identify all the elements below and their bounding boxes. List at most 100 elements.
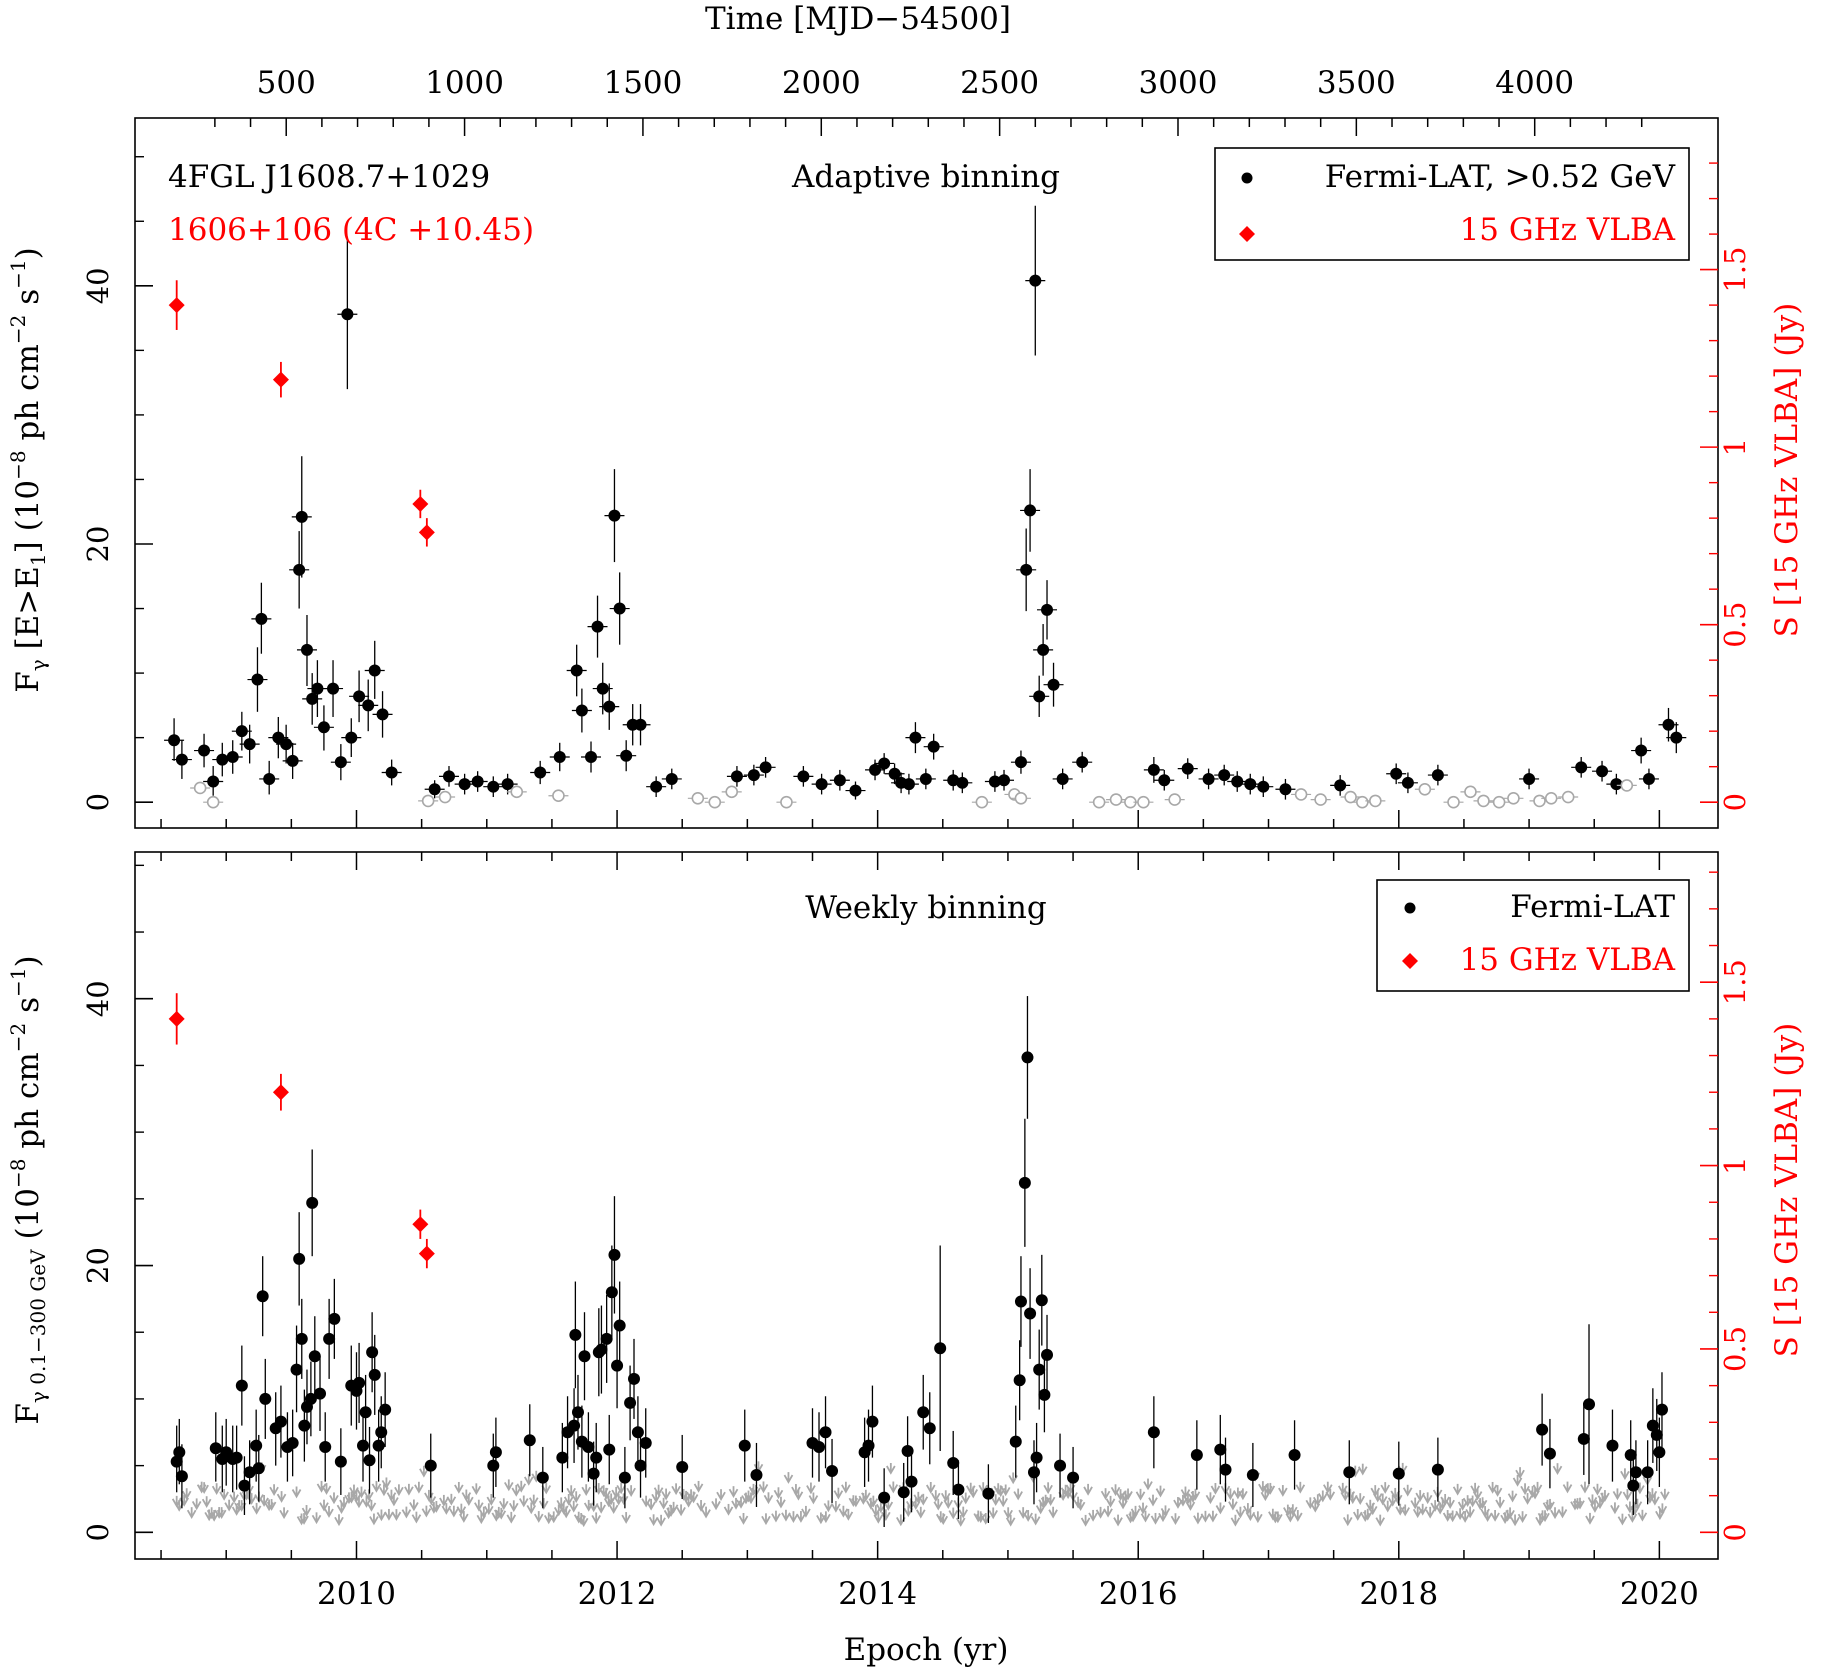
upper-limit-arrowhead (693, 1483, 704, 1493)
fermi-lat-point (306, 1196, 319, 1209)
fermi-lat-point (1627, 1479, 1640, 1492)
fermi-lat-point (286, 1436, 299, 1449)
upper-limit-arrowhead (1532, 1484, 1543, 1494)
upper-limit-arrowhead (683, 1498, 694, 1508)
upper-limit-arrowhead (421, 1508, 432, 1518)
upper-limit-arrowhead (1362, 1511, 1373, 1521)
upper-limit-arrowhead (611, 1489, 621, 1499)
fermi-lat-point (274, 1415, 287, 1428)
right-y-tick-label: 0.5 (1718, 602, 1752, 648)
upper-limit-arrowhead (1210, 1485, 1221, 1495)
upper-limit-arrowhead (1545, 1501, 1555, 1511)
fermi-lat-point (582, 1440, 595, 1453)
mjd-tick-label: 1500 (603, 65, 682, 101)
upper-limit-arrowhead (1342, 1516, 1353, 1527)
upper-limit-arrowhead (1495, 1499, 1505, 1509)
upper-limit-arrowhead (1215, 1505, 1226, 1515)
upper-limit-arrowhead (474, 1502, 484, 1512)
fermi-lat-point (1009, 1435, 1022, 1448)
upper-limit-arrowhead (404, 1486, 414, 1496)
fermi-lat-point (263, 772, 276, 785)
upper-limit-arrowhead (723, 1506, 734, 1516)
upper-limit-arrowhead (1557, 1509, 1568, 1519)
upper-limit-arrowhead (571, 1493, 581, 1504)
fermi-lat-point (738, 1439, 751, 1452)
upper-limit-arrowhead (401, 1509, 412, 1519)
top-axis-title: Time [MJD−54500] (705, 1, 1011, 37)
upper-limit-arrowhead (1552, 1465, 1563, 1475)
fermi-lat-point (341, 308, 354, 321)
top-right-axis-label: S [15 GHz VLBA] (Jy) (1769, 303, 1805, 638)
upper-limit-arrowhead (224, 1502, 234, 1512)
fermi-lat-point (523, 1434, 536, 1447)
upper-limit-arrowhead (1310, 1503, 1321, 1513)
upper-limit-arrowhead (711, 1500, 721, 1511)
fermi-lat-point (471, 775, 484, 788)
upper-limit-arrowhead (1375, 1517, 1386, 1527)
fermi-lat-point (295, 510, 308, 523)
fermi-lat-point (1642, 772, 1655, 785)
fermi-lat-point (988, 775, 1001, 788)
upper-limit-arrowhead (1452, 1486, 1463, 1496)
upper-limit-arrowhead (1018, 1509, 1028, 1519)
fermi-lat-point (1244, 778, 1257, 791)
upper-limit-arrowhead (266, 1501, 277, 1511)
upper-limit-arrowhead (676, 1506, 686, 1517)
upper-limit-arrowhead (409, 1502, 419, 1512)
upper-limit-arrowhead (1008, 1475, 1018, 1485)
upper-limit-arrowhead (449, 1508, 459, 1518)
upper-limit-arrowhead (533, 1513, 544, 1523)
vlba-point (168, 297, 185, 314)
fermi-lat-point (862, 1439, 875, 1452)
upper-limit-arrowhead (1632, 1501, 1643, 1511)
fermi-lat-point (1181, 762, 1194, 775)
upper-limit-arrowhead (561, 1509, 572, 1519)
fermi-lat-point (1231, 775, 1244, 788)
upper-limit-arrowhead (873, 1514, 884, 1524)
upper-limit-arrowhead (1105, 1498, 1116, 1508)
upper-limit-arrowhead (369, 1516, 379, 1526)
fermi-lat-point (300, 643, 313, 656)
upper-limit-arrowhead (838, 1508, 849, 1518)
upper-limit-arrowhead (783, 1474, 794, 1484)
fermi-lat-point (1343, 1466, 1356, 1479)
upper-limit-arrowhead (1043, 1484, 1053, 1495)
fermi-lat-point (304, 1392, 317, 1405)
upper-limit-arrowhead (381, 1480, 392, 1490)
upper-limit-arrowhead (1083, 1486, 1093, 1496)
fermi-lat-point (209, 1442, 222, 1455)
fermi-lat-point (919, 772, 932, 785)
upper-limit-arrowhead (1520, 1485, 1530, 1496)
x-tick-label: 2012 (578, 1576, 657, 1612)
x-tick-label: 2010 (317, 1576, 396, 1612)
upper-limit-arrowhead (321, 1485, 332, 1495)
fermi-lat-point (1029, 274, 1042, 287)
upper-limit-arrowhead (773, 1489, 784, 1500)
fermi-lat-point (1536, 1423, 1549, 1436)
fermi-lat-point (1024, 504, 1037, 517)
low-ts-point (691, 792, 705, 805)
fermi-lat-point (1646, 1419, 1659, 1432)
y-tick-label: 0 (81, 793, 115, 811)
upper-limit-arrowhead (259, 1497, 269, 1507)
upper-limit-arrowhead (788, 1513, 799, 1523)
fermi-lat-point (1027, 1466, 1040, 1479)
fermi-lat-point (590, 1451, 603, 1464)
low-ts-point (1544, 792, 1558, 805)
fermi-lat-point (256, 1290, 269, 1303)
upper-limit-arrowhead (181, 1490, 192, 1501)
upper-limit-arrowhead (661, 1491, 671, 1501)
upper-limit-arrowhead (758, 1483, 769, 1494)
upper-limit-arrowhead (1367, 1505, 1378, 1516)
upper-limit-arrowhead (578, 1517, 589, 1528)
fermi-lat-point (570, 664, 583, 677)
fermi-lat-point (956, 776, 969, 789)
y-tick-label: 20 (81, 1247, 115, 1284)
fermi-lat-point (458, 778, 471, 791)
fermi-lat-point (815, 778, 828, 791)
fermi-lat-point (578, 1350, 591, 1363)
upper-limit-arrowhead (1005, 1517, 1016, 1527)
upper-limit-arrowhead (499, 1500, 509, 1511)
fermi-lat-point (1246, 1468, 1259, 1481)
upper-limit-arrowhead (1160, 1507, 1171, 1518)
